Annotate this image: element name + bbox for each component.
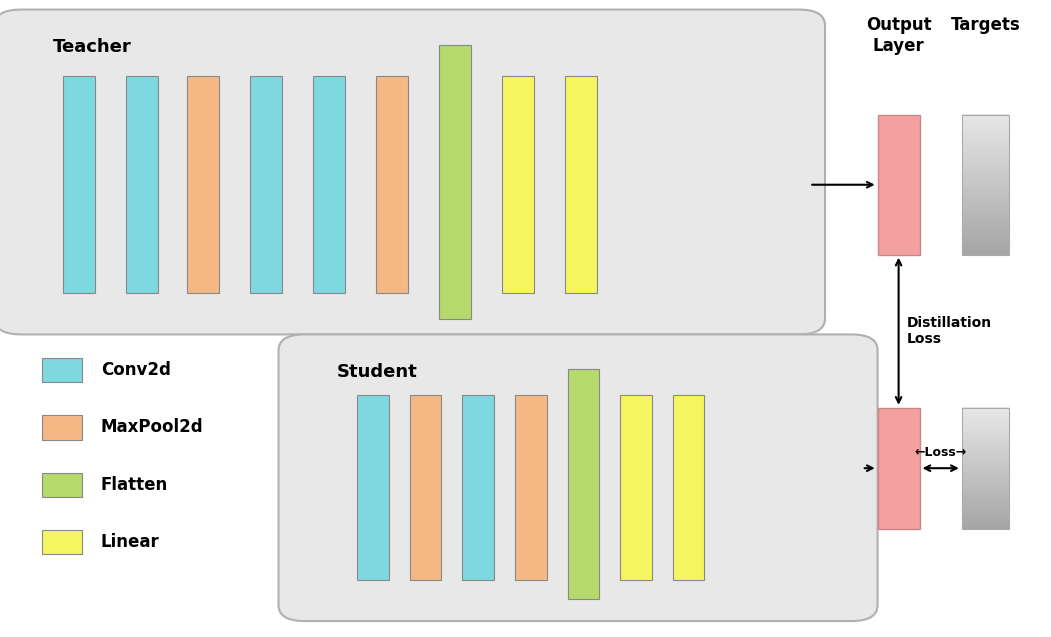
Bar [962,459,1009,464]
Bar [962,464,1009,468]
Bar [42,530,82,554]
Text: Conv2d: Conv2d [101,361,170,379]
Text: Linear: Linear [101,533,160,551]
Bar [962,407,1009,412]
Text: Student: Student [336,363,417,381]
Bar [962,152,1009,157]
Bar [962,147,1009,152]
Bar [962,184,1009,189]
Bar [962,115,1009,255]
Bar [962,161,1009,166]
Bar [962,447,1009,452]
Bar [962,516,1009,520]
Bar [962,142,1009,147]
Bar [126,76,158,293]
Bar [962,443,1009,448]
Bar [42,358,82,382]
Bar [962,180,1009,185]
Bar [962,128,1009,133]
Bar [42,473,82,497]
Bar [410,395,441,580]
Bar [962,208,1009,213]
Bar [962,415,1009,420]
Bar [962,512,1009,517]
Bar [962,504,1009,508]
Text: MaxPool2d: MaxPool2d [101,419,204,436]
Bar [439,45,471,318]
Text: Flatten: Flatten [101,476,168,494]
Bar [462,395,494,580]
Text: Targets: Targets [950,16,1021,34]
Bar [962,520,1009,525]
Bar [313,76,345,293]
Bar [565,76,597,293]
Bar [962,455,1009,460]
Bar [962,132,1009,138]
Bar [42,415,82,440]
Bar [962,217,1009,222]
Bar [568,369,599,599]
Bar [962,156,1009,161]
Bar [962,198,1009,203]
Bar [962,226,1009,231]
Bar [962,476,1009,480]
Bar [962,166,1009,171]
Bar [962,427,1009,432]
Bar [878,408,920,529]
Bar [962,408,1009,529]
Bar [515,395,547,580]
Bar [878,115,920,255]
Bar [187,76,219,293]
Bar [962,138,1009,143]
Bar [962,440,1009,444]
Bar [962,435,1009,440]
Bar [962,419,1009,424]
Bar [962,483,1009,489]
Bar [962,124,1009,129]
Bar [962,492,1009,496]
Bar [962,250,1009,255]
Text: Teacher: Teacher [53,38,131,56]
Bar [962,222,1009,227]
Bar [962,245,1009,250]
Bar [962,189,1009,194]
Bar [962,423,1009,428]
Bar [962,231,1009,236]
Bar [962,194,1009,199]
Bar [962,471,1009,476]
Bar [673,395,704,580]
Bar [962,236,1009,241]
Bar [502,76,534,293]
Bar [962,468,1009,472]
Bar [376,76,408,293]
Bar [962,524,1009,529]
Bar [962,500,1009,505]
Bar [962,203,1009,208]
Bar [962,431,1009,436]
Bar [620,395,652,580]
Bar [962,240,1009,245]
Bar [962,480,1009,484]
Bar [962,170,1009,175]
Bar [962,496,1009,501]
Bar [962,411,1009,416]
Bar [357,395,389,580]
Text: Output
Layer: Output Layer [866,16,931,55]
Bar [962,212,1009,217]
Bar [63,76,95,293]
Bar [962,508,1009,513]
Bar [962,488,1009,492]
Text: ←Loss→: ←Loss→ [914,446,967,459]
Bar [962,118,1009,124]
Bar [250,76,282,293]
Bar [962,452,1009,456]
Bar [962,175,1009,180]
Bar [962,114,1009,119]
Text: Distillation
Loss: Distillation Loss [907,316,992,347]
FancyBboxPatch shape [0,10,825,334]
FancyBboxPatch shape [279,334,878,621]
